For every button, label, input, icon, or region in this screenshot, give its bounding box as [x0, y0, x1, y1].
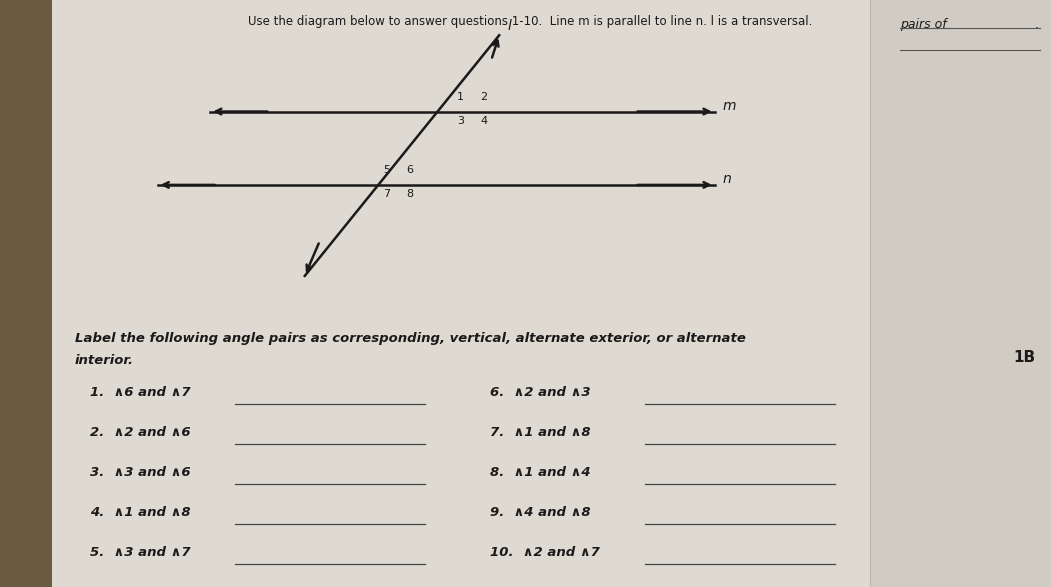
Text: .: . — [1035, 18, 1039, 31]
Text: 5.  ∧3 and ∧7: 5. ∧3 and ∧7 — [90, 545, 190, 558]
Text: interior.: interior. — [75, 354, 133, 367]
Text: 3: 3 — [457, 116, 465, 126]
Bar — [0, 0, 51, 587]
Text: n: n — [723, 172, 731, 186]
Bar — [870, 0, 1051, 587]
Text: l: l — [508, 19, 511, 33]
Text: 6: 6 — [407, 165, 414, 175]
Text: m: m — [723, 99, 736, 113]
Text: pairs of: pairs of — [900, 18, 947, 31]
Text: 8.  ∧1 and ∧4: 8. ∧1 and ∧4 — [490, 465, 591, 478]
Text: 1.  ∧6 and ∧7: 1. ∧6 and ∧7 — [90, 386, 190, 399]
Text: Label the following angle pairs as corresponding, vertical, alternate exterior, : Label the following angle pairs as corre… — [75, 332, 746, 345]
Text: 5: 5 — [384, 165, 391, 175]
Text: 1: 1 — [457, 92, 465, 102]
Text: 2.  ∧2 and ∧6: 2. ∧2 and ∧6 — [90, 426, 190, 438]
Text: 6.  ∧2 and ∧3: 6. ∧2 and ∧3 — [490, 386, 591, 399]
Text: 4: 4 — [480, 116, 488, 126]
Text: 7: 7 — [384, 189, 391, 199]
Text: 3.  ∧3 and ∧6: 3. ∧3 and ∧6 — [90, 465, 190, 478]
Text: 8: 8 — [407, 189, 414, 199]
Text: 1B: 1B — [1013, 349, 1035, 365]
Text: 9.  ∧4 and ∧8: 9. ∧4 and ∧8 — [490, 505, 591, 518]
Text: Use the diagram below to answer questions 1-10.  Line m is parallel to line n. l: Use the diagram below to answer question… — [248, 15, 812, 28]
Text: 2: 2 — [480, 92, 488, 102]
Text: 10.  ∧2 and ∧7: 10. ∧2 and ∧7 — [490, 545, 600, 558]
Text: 7.  ∧1 and ∧8: 7. ∧1 and ∧8 — [490, 426, 591, 438]
Text: 4.  ∧1 and ∧8: 4. ∧1 and ∧8 — [90, 505, 190, 518]
